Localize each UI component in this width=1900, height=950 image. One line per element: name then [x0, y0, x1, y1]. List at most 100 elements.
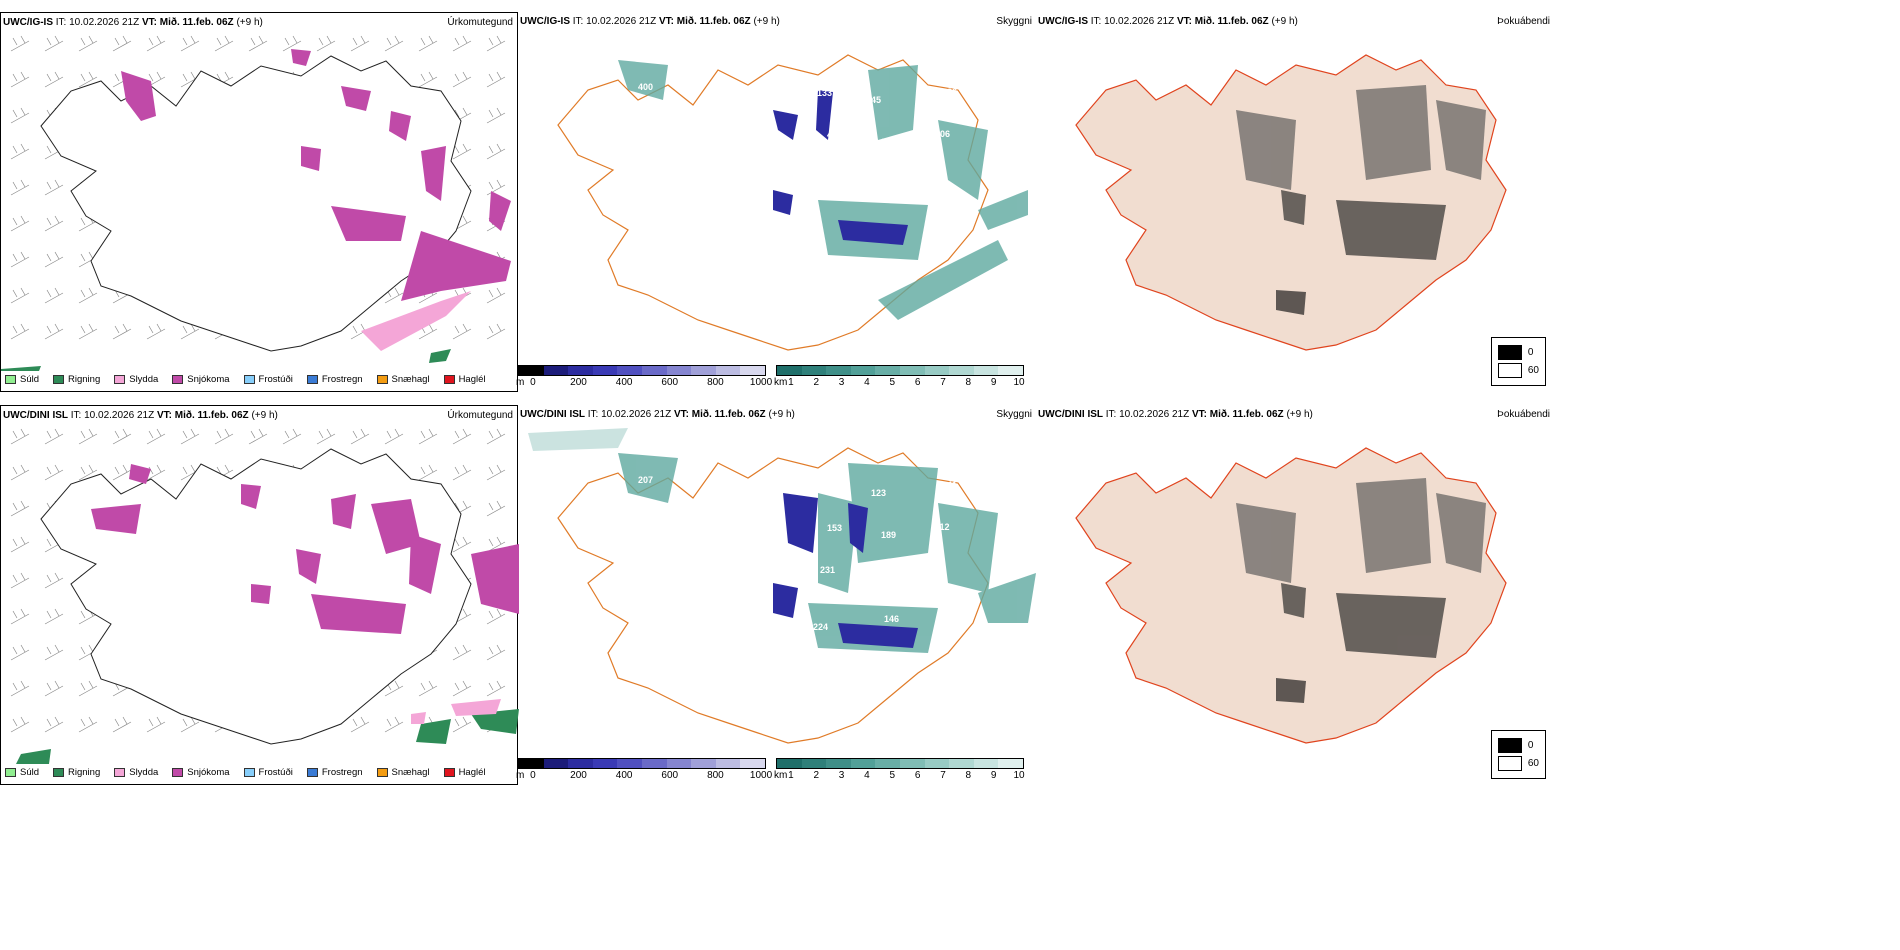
precip-map — [1, 31, 519, 371]
model-name: UWC/IG-IS — [520, 16, 570, 27]
colorbar-segment — [850, 759, 876, 768]
init-time: 10.02.2026 21Z — [69, 17, 140, 28]
colorbar-segment — [973, 759, 999, 768]
cloud-base-label: 153 — [827, 523, 842, 533]
wind-barb — [78, 323, 98, 340]
legend-swatch — [306, 375, 318, 384]
init-time: 10.02.2026 21Z — [1104, 16, 1175, 27]
wind-barb — [44, 464, 64, 481]
legend-item: Súld — [5, 374, 39, 385]
legend-item: Haglél — [443, 767, 486, 778]
wind-barb — [452, 644, 472, 661]
colorbar-unit: m — [516, 377, 525, 388]
rain-areas — [1, 349, 451, 371]
wind-barb — [486, 464, 506, 481]
visibility-colorbar: km 1 2 3 4 5 6 7 8 9 10 — [774, 758, 1025, 781]
wind-barb — [350, 428, 370, 445]
wind-barb — [146, 464, 166, 481]
colorbar-tick: 3 — [838, 770, 845, 781]
legend-swatch — [172, 768, 184, 777]
fog-map — [1036, 423, 1554, 763]
colorbar-tick: 400 — [615, 770, 633, 781]
fog-index-areas — [1236, 478, 1486, 703]
legend-swatch — [114, 768, 126, 777]
cloud-map-svg: 400 768 153 133 45 236 676 82 267 45 312 106 96 138 10… — [557, 54, 1028, 351]
valid-time-label: VT: — [1176, 16, 1192, 27]
colorbar-tick: 1 — [788, 770, 794, 781]
colorbar-segment — [666, 759, 692, 768]
legend-item: Rigning — [53, 374, 100, 385]
cloud-base-label: 161 — [928, 579, 943, 589]
colorbar-tick: 800 — [707, 770, 724, 781]
cloud-base-label: 214 — [651, 616, 666, 626]
init-time: 10.02.2026 21Z — [601, 409, 672, 420]
wind-barb — [452, 323, 472, 340]
colorbar-segment — [592, 759, 618, 768]
colorbar-segment — [899, 366, 925, 375]
colorbar-tick: 600 — [661, 377, 679, 388]
precip-map-svg — [1, 35, 511, 371]
cloud-base-label: 231 — [820, 565, 835, 575]
panel-title: Þokuábendi — [1497, 409, 1550, 420]
colorbar-segment — [998, 759, 1023, 768]
colorbar-segment — [949, 759, 974, 768]
colorbar-segment — [568, 759, 593, 768]
wind-barb — [452, 428, 472, 445]
cloud-base-label: 94 — [702, 524, 712, 534]
wind-barb — [146, 323, 166, 340]
wind-barb — [44, 680, 64, 697]
model-name: UWC/DINI ISL — [1038, 409, 1103, 420]
wind-barb — [10, 215, 30, 232]
valid-time: Mið. 11.feb. 06Z — [159, 17, 234, 28]
wind-barb — [486, 179, 506, 196]
cloud-base-label: 236 — [942, 87, 957, 97]
legend-swatch — [5, 768, 16, 777]
cloud-labels: 400 768 153 133 45 236 676 82 267 45 312 106 96 138 10… — [638, 82, 957, 196]
wind-barb — [452, 680, 472, 697]
panel-title: Skyggni — [996, 409, 1032, 420]
colorbar-tick: 400 — [615, 377, 633, 388]
colorbar-tick: 8 — [965, 770, 972, 781]
init-time-label: IT: — [1090, 16, 1102, 27]
valid-time-label: VT: — [673, 409, 689, 420]
wind-barb — [486, 143, 506, 160]
valid-time-label: VT: — [658, 16, 674, 27]
rain-areas — [16, 709, 519, 764]
panel-header: UWC/IG-IS IT: 10.02.2026 21Z VT: Mið. 11… — [520, 16, 1034, 27]
wind-barb — [112, 464, 132, 481]
model-name: UWC/DINI ISL — [520, 409, 585, 420]
colorbar-unit: m — [516, 770, 525, 781]
cloud-base-label: 153 — [763, 96, 778, 106]
legend-swatch — [53, 375, 65, 384]
cloud-base-label: 312 — [881, 137, 896, 147]
cloud-base-label: 152 — [759, 615, 774, 625]
fog-legend-label: 60 — [1527, 758, 1539, 769]
init-time-label: IT: — [70, 410, 82, 421]
legend-item: Frostúði — [243, 374, 293, 385]
wind-barb — [418, 71, 438, 88]
wind-barb — [10, 680, 30, 697]
wind-barb — [418, 680, 438, 697]
colorbar-segment — [949, 366, 974, 375]
wind-barb — [486, 500, 506, 517]
visibility-colorbar: km 1 2 3 4 5 6 7 8 9 10 — [774, 365, 1025, 388]
colorbar-tick: 8 — [965, 377, 972, 388]
colorbar-segment — [617, 759, 642, 768]
wind-barb — [44, 608, 64, 625]
cloud-base-label: 768 — [648, 532, 663, 542]
init-time-label: IT: — [55, 17, 67, 28]
wind-barb — [44, 71, 64, 88]
legend-label: Snæhagl — [391, 374, 430, 385]
wind-barb — [10, 500, 30, 517]
wind-barb — [418, 464, 438, 481]
colorbar-tick: 0 — [530, 377, 536, 388]
colorbar-unit: km — [774, 770, 788, 781]
wind-barb — [486, 428, 506, 445]
cloud-base-label: 103 — [766, 180, 781, 190]
sleet-areas — [361, 291, 471, 351]
legend-item: Snæhagl — [376, 767, 430, 778]
colorbar-tick: 200 — [570, 770, 587, 781]
wind-barb — [10, 428, 30, 445]
colorbar-tick: 5 — [889, 770, 896, 781]
legend-swatch — [172, 375, 184, 384]
